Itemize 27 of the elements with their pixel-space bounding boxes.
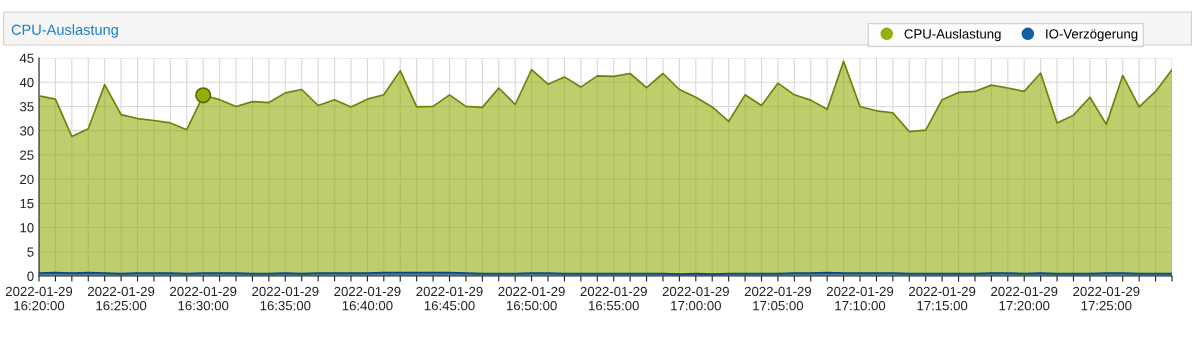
y-tick-label: 30 xyxy=(19,126,34,136)
x-tick-label: 2022-01-29 16:20:00 xyxy=(5,286,73,311)
y-tick-label: 40 xyxy=(19,77,34,88)
x-tick-label: 2022-01-29 17:15:00 xyxy=(909,286,976,311)
x-tick-label: 2022-01-29 16:35:00 xyxy=(252,286,319,311)
legend-label: CPU-Auslastung xyxy=(904,28,1001,42)
x-tick-label: 2022-01-29 16:45:00 xyxy=(416,286,483,311)
x-tick-label: 2022-01-29 17:25:00 xyxy=(1073,286,1140,311)
x-tick-label: 2022-01-29 17:05:00 xyxy=(744,286,812,311)
x-tick-label: 2022-01-29 17:10:00 xyxy=(826,286,894,311)
y-tick-label: 5 xyxy=(27,247,34,257)
y-tick-label: 35 xyxy=(19,102,34,112)
x-tick-label: 2022-01-29 17:20:00 xyxy=(991,286,1058,311)
chart-title: CPU-Auslastung xyxy=(11,24,118,38)
x-tick-label: 2022-01-29 16:50:00 xyxy=(498,286,565,311)
y-tick-label: 0 xyxy=(27,271,34,281)
y-tick-label: 15 xyxy=(20,199,34,209)
legend-label: IO-Verzögerung xyxy=(1046,29,1138,42)
y-tick-label: 20 xyxy=(20,174,34,185)
y-tick-label: 25 xyxy=(20,150,34,160)
x-tick-label: 2022-01-29 16:55:00 xyxy=(580,286,647,311)
x-tick-label: 2022-01-29 16:25:00 xyxy=(88,286,155,311)
x-tick-label: 2022-01-29 16:30:00 xyxy=(170,286,237,311)
x-tick-label: 2022-01-29 17:00:00 xyxy=(662,286,729,311)
x-tick-label: 2022-01-29 16:40:00 xyxy=(334,286,401,311)
y-tick-label: 10 xyxy=(20,223,34,233)
y-tick-label: 45 xyxy=(19,53,34,63)
